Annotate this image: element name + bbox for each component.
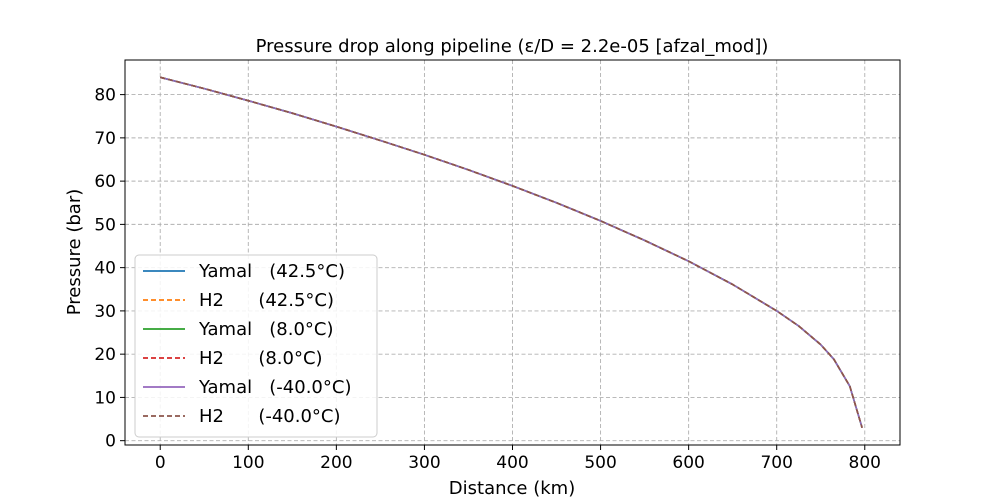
series-lines (160, 76, 863, 428)
grid-lines (125, 60, 900, 445)
legend-label-4: H2 (8.0°C) (199, 348, 323, 369)
legend-label-6: H2 (-40.0°C) (199, 406, 341, 427)
y-tick-label: 70 (94, 129, 116, 149)
legend-label-3: Yamal (8.0°C) (198, 319, 334, 340)
y-tick-label: 30 (94, 302, 116, 322)
legend-label-1: Yamal (42.5°C) (198, 261, 345, 282)
y-tick-label: 20 (94, 345, 116, 365)
x-tick-label: 500 (584, 453, 616, 473)
x-tick-label: 300 (408, 453, 440, 473)
y-tick-label: 10 (94, 388, 116, 408)
y-tick-label: 40 (94, 259, 116, 279)
x-tick-label: 400 (496, 453, 528, 473)
x-axis-ticks: 0 100 200 300 400 500 600 700 800 (155, 445, 881, 473)
legend: Yamal (42.5°C) H2 (42.5°C) Yamal (8.0°C) H2… (134, 254, 378, 438)
x-tick-label: 800 (849, 453, 881, 473)
legend-label-5: Yamal (-40.0°C) (198, 377, 351, 398)
x-tick-label: 200 (320, 453, 352, 473)
x-axis-label: Distance (km) (449, 478, 575, 499)
y-tick-label: 50 (94, 215, 116, 235)
y-axis-ticks: 0 10 20 30 40 50 60 70 80 (94, 86, 125, 452)
legend-label-2: H2 (42.5°C) (199, 290, 334, 311)
y-tick-label: 60 (94, 172, 116, 192)
series-line-6 (160, 76, 863, 428)
y-axis-label: Pressure (bar) (64, 189, 85, 315)
x-tick-label: 700 (760, 453, 792, 473)
x-tick-label: 0 (155, 453, 166, 473)
x-tick-label: 600 (672, 453, 704, 473)
x-tick-label: 100 (232, 453, 264, 473)
y-tick-label: 0 (105, 432, 116, 452)
legend-frame (134, 254, 378, 438)
y-tick-label: 80 (94, 86, 116, 106)
chart-title: Pressure drop along pipeline (ε/D = 2.2e… (256, 36, 769, 57)
